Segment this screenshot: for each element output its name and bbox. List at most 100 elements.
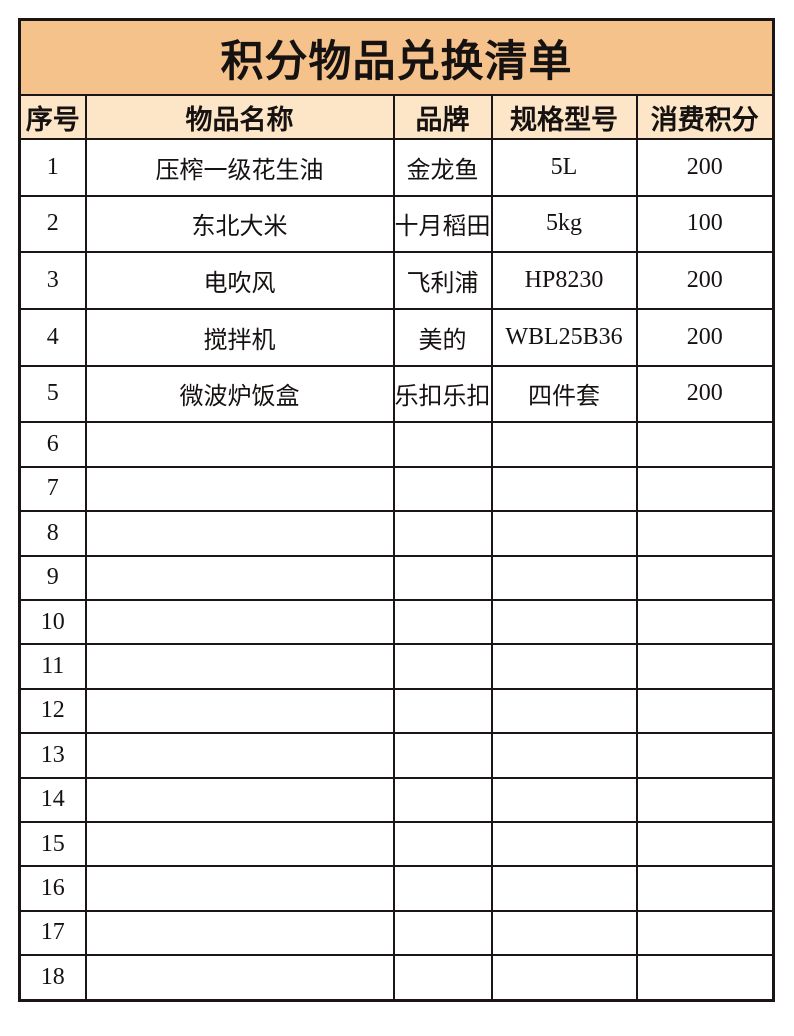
- table-cell: [635, 954, 775, 1002]
- table-cell: [490, 820, 638, 868]
- table-cell: [635, 554, 775, 601]
- table-cell: 5: [18, 364, 87, 424]
- table-row: 12: [18, 687, 775, 735]
- table-cell: 乐扣乐扣: [392, 364, 493, 424]
- table-cell: 飞利浦: [392, 251, 493, 310]
- table-cell: [84, 820, 395, 868]
- table-cell: [635, 598, 775, 646]
- table-cell: 微波炉饭盒: [84, 364, 395, 424]
- table-cell: 100: [635, 194, 775, 254]
- table-cell: 17: [18, 909, 87, 957]
- table-cell: [635, 421, 775, 468]
- table-cell: 13: [18, 732, 87, 779]
- table-cell: [490, 865, 638, 912]
- title-row: 积分物品兑换清单: [18, 18, 775, 96]
- table-cell: 美的: [392, 307, 493, 367]
- table-cell: [635, 865, 775, 912]
- table-row: 1 压榨一级花生油 金龙鱼 5L 200: [18, 138, 775, 197]
- table-row: 2 东北大米 十月稻田 5kg 100: [18, 194, 775, 254]
- table-cell: [84, 510, 395, 557]
- table-cell: 200: [635, 251, 775, 310]
- table-cell: 9: [18, 554, 87, 601]
- page-title: 积分物品兑换清单: [18, 18, 775, 96]
- table-row: 11: [18, 643, 775, 690]
- table-cell: [490, 687, 638, 735]
- table-row: 14: [18, 776, 775, 823]
- table-cell: [84, 776, 395, 823]
- column-header-item: 物品名称: [84, 94, 395, 140]
- table-row: 9: [18, 554, 775, 601]
- table-cell: [392, 820, 493, 868]
- table-cell: [490, 732, 638, 779]
- table-cell: [392, 732, 493, 779]
- table-cell: [635, 510, 775, 557]
- table-cell: [635, 909, 775, 957]
- table-cell: [84, 421, 395, 468]
- table-row: 6: [18, 421, 775, 468]
- table-cell: 金龙鱼: [392, 138, 493, 197]
- table-cell: 5kg: [490, 194, 638, 254]
- points-redemption-table: 积分物品兑换清单 序号 物品名称 品牌 规格型号 消费积分 1 压榨一级花生油 金龙…: [18, 18, 775, 1002]
- table-cell: [392, 954, 493, 1002]
- table-cell: 11: [18, 643, 87, 690]
- table-cell: [490, 598, 638, 646]
- table-cell: 6: [18, 421, 87, 468]
- table-cell: [392, 643, 493, 690]
- table-cell: [490, 421, 638, 468]
- table-cell: 4: [18, 307, 87, 367]
- column-header-index: 序号: [18, 94, 87, 140]
- table-cell: [635, 687, 775, 735]
- table-cell: HP8230: [490, 251, 638, 310]
- column-header-points: 消费积分: [635, 94, 775, 140]
- table-cell: [392, 465, 493, 513]
- table-cell: 5L: [490, 138, 638, 197]
- table-cell: [490, 776, 638, 823]
- table-cell: [84, 598, 395, 646]
- table-cell: [490, 465, 638, 513]
- table-body: 1 压榨一级花生油 金龙鱼 5L 200 2 东北大米 十月稻田 5kg 100 3 电吹风 飞利浦 HP…: [18, 138, 775, 1002]
- table-cell: [84, 465, 395, 513]
- column-header-spec: 规格型号: [490, 94, 638, 140]
- table-cell: [84, 732, 395, 779]
- table-cell: [392, 510, 493, 557]
- table-cell: [635, 820, 775, 868]
- table-row: 5 微波炉饭盒 乐扣乐扣 四件套 200: [18, 364, 775, 424]
- table-row: 10: [18, 598, 775, 646]
- table-row: 16: [18, 865, 775, 912]
- table-row: 7: [18, 465, 775, 513]
- table-cell: [84, 954, 395, 1002]
- table-cell: [635, 465, 775, 513]
- table-cell: 3: [18, 251, 87, 310]
- table-row: 17: [18, 909, 775, 957]
- table-row: 3 电吹风 飞利浦 HP8230 200: [18, 251, 775, 310]
- table-cell: 200: [635, 364, 775, 424]
- table-cell: WBL25B36: [490, 307, 638, 367]
- table-cell: [490, 643, 638, 690]
- table-cell: 10: [18, 598, 87, 646]
- table-cell: [635, 732, 775, 779]
- table-cell: 200: [635, 307, 775, 367]
- table-cell: 1: [18, 138, 87, 197]
- table-cell: [392, 554, 493, 601]
- table-cell: 搅拌机: [84, 307, 395, 367]
- table-cell: 8: [18, 510, 87, 557]
- table-cell: 16: [18, 865, 87, 912]
- table-cell: [490, 909, 638, 957]
- table-row: 4 搅拌机 美的 WBL25B36 200: [18, 307, 775, 367]
- table-cell: [84, 554, 395, 601]
- table-row: 15: [18, 820, 775, 868]
- table-cell: 15: [18, 820, 87, 868]
- column-header-row: 序号 物品名称 品牌 规格型号 消费积分: [18, 94, 775, 140]
- table-cell: 十月稻田: [392, 194, 493, 254]
- table-row: 18: [18, 954, 775, 1002]
- table-cell: [392, 598, 493, 646]
- table-cell: 7: [18, 465, 87, 513]
- table-cell: [84, 643, 395, 690]
- table-cell: [392, 865, 493, 912]
- table-cell: [84, 909, 395, 957]
- table-cell: [635, 776, 775, 823]
- table-cell: 压榨一级花生油: [84, 138, 395, 197]
- table-cell: [490, 554, 638, 601]
- table-cell: [392, 776, 493, 823]
